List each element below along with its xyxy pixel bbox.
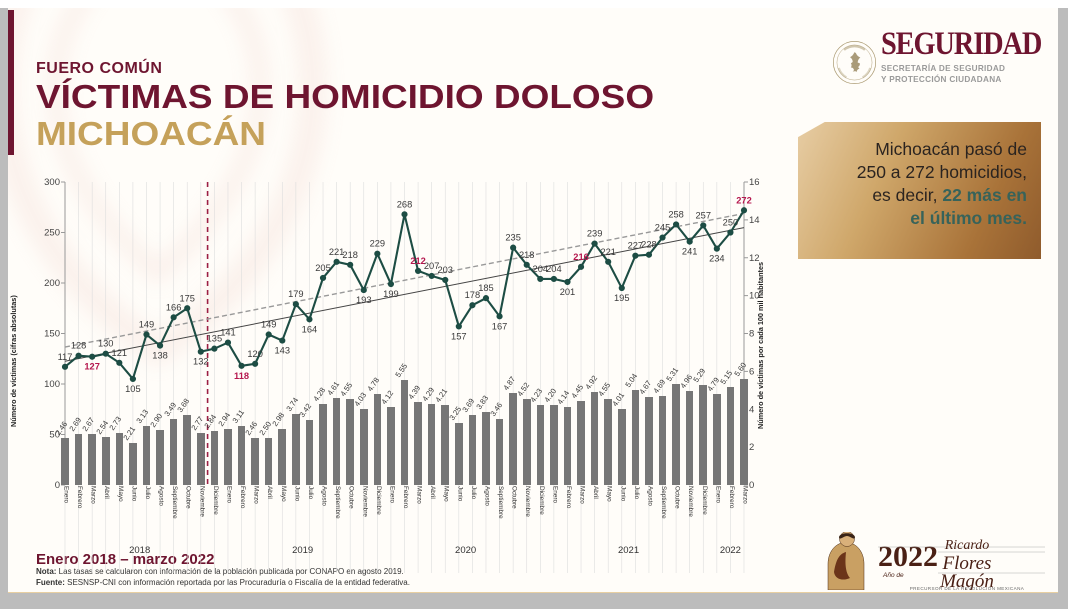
svg-text:121: 121 [112, 348, 128, 358]
svg-text:229: 229 [370, 239, 386, 249]
svg-text:195: 195 [614, 293, 630, 303]
svg-text:0: 0 [55, 480, 60, 491]
svg-text:12: 12 [749, 253, 760, 264]
svg-text:185: 185 [478, 283, 494, 293]
svg-text:4: 4 [749, 404, 754, 415]
svg-text:250: 250 [723, 218, 739, 228]
svg-text:245: 245 [655, 223, 671, 233]
svg-text:234: 234 [709, 254, 725, 264]
svg-text:203: 203 [437, 265, 453, 275]
svg-text:14: 14 [749, 215, 760, 226]
svg-text:228: 228 [641, 240, 657, 250]
svg-text:272: 272 [736, 195, 752, 205]
svg-text:179: 179 [288, 289, 304, 299]
svg-text:205: 205 [315, 263, 331, 273]
svg-text:257: 257 [696, 210, 712, 220]
svg-text:150: 150 [44, 329, 60, 340]
svg-text:204: 204 [546, 264, 562, 274]
svg-text:8: 8 [749, 329, 754, 340]
svg-text:200: 200 [44, 278, 60, 289]
svg-text:167: 167 [492, 321, 508, 331]
svg-text:164: 164 [302, 324, 318, 334]
svg-text:100: 100 [44, 379, 60, 390]
svg-text:218: 218 [342, 250, 358, 260]
svg-text:250: 250 [44, 228, 60, 239]
svg-text:132: 132 [193, 357, 209, 367]
svg-text:127: 127 [84, 362, 100, 372]
svg-text:218: 218 [519, 250, 535, 260]
svg-text:166: 166 [166, 302, 182, 312]
svg-text:141: 141 [220, 328, 236, 338]
svg-text:175: 175 [179, 293, 195, 303]
svg-text:199: 199 [383, 289, 399, 299]
svg-text:221: 221 [600, 247, 616, 257]
svg-text:128: 128 [71, 341, 87, 351]
svg-text:193: 193 [356, 295, 372, 305]
svg-text:149: 149 [261, 320, 277, 330]
svg-text:Ricardo: Ricardo [944, 538, 990, 553]
svg-text:216: 216 [573, 252, 589, 262]
svg-text:0: 0 [749, 480, 754, 491]
svg-text:201: 201 [560, 287, 576, 297]
svg-text:235: 235 [505, 233, 521, 243]
svg-text:2: 2 [749, 442, 754, 453]
svg-text:157: 157 [451, 331, 467, 341]
svg-text:258: 258 [668, 209, 684, 219]
svg-text:143: 143 [275, 346, 291, 356]
svg-text:118: 118 [234, 371, 249, 381]
svg-text:10: 10 [749, 291, 760, 302]
svg-text:105: 105 [125, 384, 141, 394]
svg-text:2022: 2022 [878, 540, 938, 573]
svg-text:268: 268 [397, 199, 413, 209]
svg-text:6: 6 [749, 366, 754, 377]
svg-text:117: 117 [58, 352, 73, 362]
svg-text:241: 241 [682, 247, 698, 257]
svg-text:138: 138 [152, 351, 168, 361]
svg-text:Año de: Año de [882, 572, 904, 579]
svg-text:300: 300 [44, 177, 60, 188]
svg-text:149: 149 [139, 320, 155, 330]
svg-text:PRECURSOR DE LA REVOLUCIÓN MEX: PRECURSOR DE LA REVOLUCIÓN MEXICANA [910, 585, 1025, 590]
svg-text:120: 120 [247, 349, 263, 359]
svg-text:239: 239 [587, 229, 603, 239]
svg-text:16: 16 [749, 177, 760, 188]
